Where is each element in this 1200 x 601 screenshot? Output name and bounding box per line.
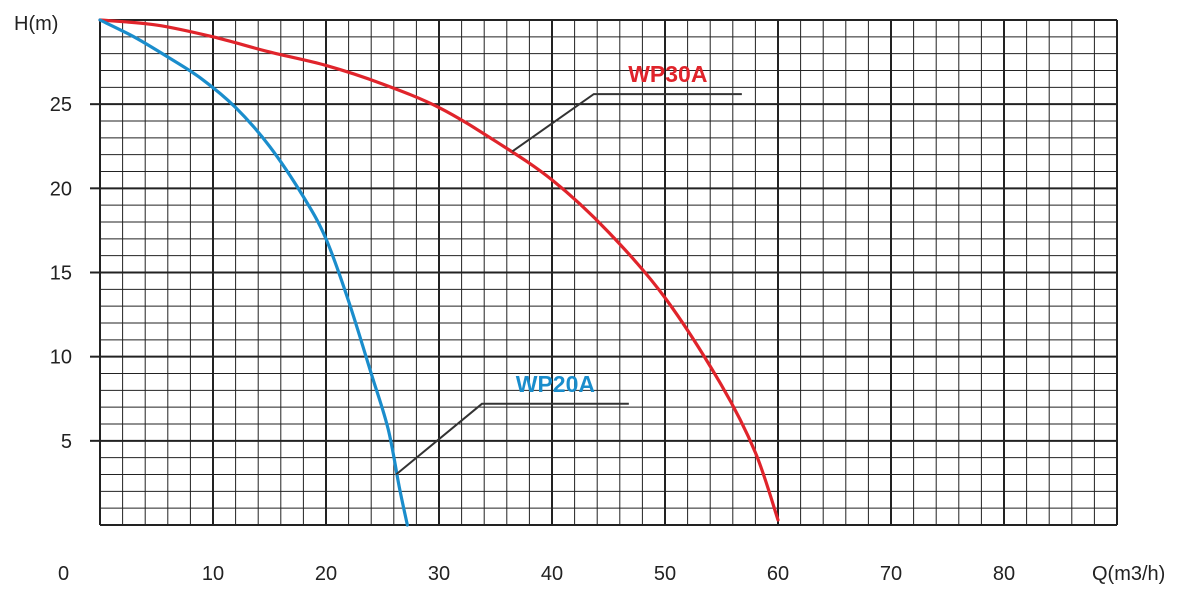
series-line-wp20a <box>98 18 409 527</box>
series-lines <box>98 18 780 527</box>
series-annotations: WP30A WP20A <box>395 61 742 476</box>
leader-line-wp20a <box>395 402 629 476</box>
y-tick-label: 20 <box>50 178 72 200</box>
series-label-wp30a: WP30A <box>628 61 707 87</box>
y-tick-label: 10 <box>50 347 72 369</box>
y-tick-label: 5 <box>61 431 72 453</box>
x-tick-label: 30 <box>428 563 450 585</box>
series-label-wp20a: WP20A <box>516 371 595 397</box>
y-axis-label: H(m) <box>14 13 58 35</box>
y-tick-label: 25 <box>50 94 72 116</box>
y-tick-label: 15 <box>50 263 72 285</box>
tick-labels: 10 20 30 40 50 60 70 80 5 10 15 20 25 <box>50 94 1015 585</box>
x-tick-label: 50 <box>654 563 676 585</box>
x-tick-label: 40 <box>541 563 563 585</box>
x-tick-label: 10 <box>202 563 224 585</box>
x-axis-label: Q(m3/h) <box>1092 563 1165 585</box>
x-tick-label: 60 <box>767 563 789 585</box>
series-line-wp30a <box>98 18 780 522</box>
x-tick-label: 70 <box>880 563 902 585</box>
origin-label: 0 <box>58 563 69 585</box>
grid <box>90 19 1118 526</box>
leader-line-wp30a <box>511 93 742 153</box>
x-tick-label: 80 <box>993 563 1015 585</box>
x-tick-label: 20 <box>315 563 337 585</box>
